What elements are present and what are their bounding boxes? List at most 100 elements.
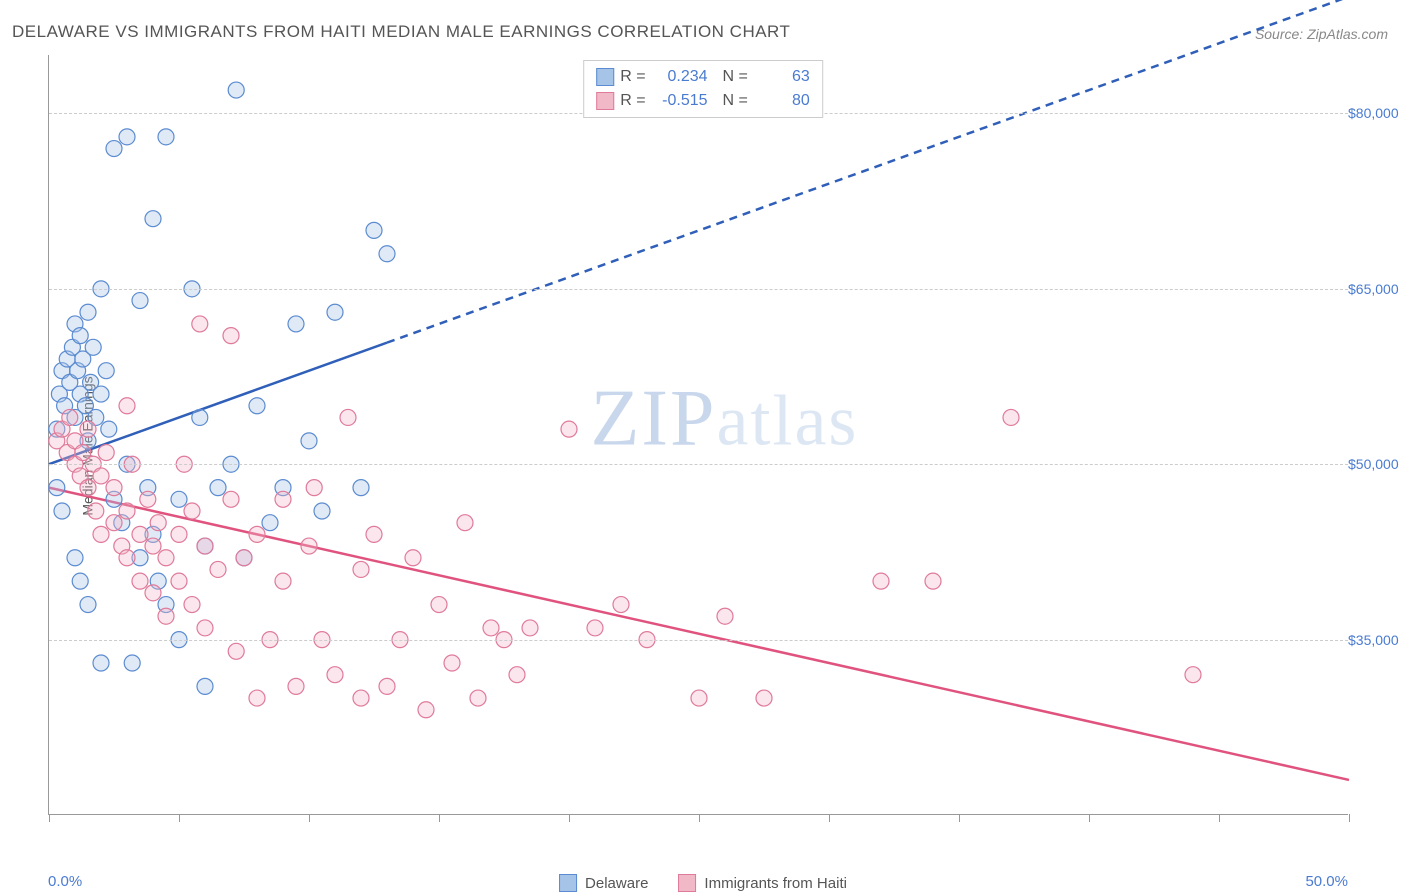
data-point	[93, 386, 109, 402]
data-point	[353, 690, 369, 706]
data-point	[132, 526, 148, 542]
data-point	[340, 409, 356, 425]
x-tick	[829, 814, 830, 822]
data-point	[249, 398, 265, 414]
data-point	[210, 480, 226, 496]
x-tick	[1219, 814, 1220, 822]
data-point	[72, 328, 88, 344]
stats-legend-box: R = 0.234 N = 63 R = -0.515 N = 80	[583, 60, 823, 118]
data-point	[925, 573, 941, 589]
data-point	[275, 491, 291, 507]
x-tick	[179, 814, 180, 822]
data-point	[522, 620, 538, 636]
x-axis-max-label: 50.0%	[1305, 873, 1348, 890]
data-point	[249, 690, 265, 706]
gridline	[49, 464, 1348, 465]
data-point	[150, 515, 166, 531]
x-tick	[309, 814, 310, 822]
data-point	[1003, 409, 1019, 425]
data-point	[1185, 667, 1201, 683]
n-value-0: 63	[754, 68, 810, 86]
data-point	[405, 550, 421, 566]
legend-bottom: Delaware Immigrants from Haiti	[559, 874, 847, 892]
n-value-1: 80	[754, 92, 810, 110]
data-point	[262, 515, 278, 531]
data-point	[327, 304, 343, 320]
data-point	[444, 655, 460, 671]
data-point	[93, 526, 109, 542]
data-point	[72, 573, 88, 589]
data-point	[88, 503, 104, 519]
data-point	[275, 573, 291, 589]
data-point	[197, 678, 213, 694]
x-tick	[699, 814, 700, 822]
stats-row-haiti: R = -0.515 N = 80	[596, 89, 810, 113]
data-point	[145, 585, 161, 601]
data-point	[418, 702, 434, 718]
data-point	[98, 445, 114, 461]
r-value-1: -0.515	[652, 92, 708, 110]
data-point	[132, 293, 148, 309]
legend-item-delaware: Delaware	[559, 874, 648, 892]
data-point	[379, 678, 395, 694]
data-point	[873, 573, 889, 589]
data-point	[106, 480, 122, 496]
data-point	[509, 667, 525, 683]
source-label: Source: ZipAtlas.com	[1255, 26, 1388, 42]
data-point	[197, 538, 213, 554]
data-point	[236, 550, 252, 566]
x-tick	[1349, 814, 1350, 822]
data-point	[379, 246, 395, 262]
swatch-icon	[596, 68, 614, 86]
y-tick-label: $35,000	[1348, 632, 1406, 648]
data-point	[140, 491, 156, 507]
data-point	[158, 129, 174, 145]
data-point	[587, 620, 603, 636]
data-point	[132, 573, 148, 589]
data-point	[80, 421, 96, 437]
swatch-icon	[559, 874, 577, 892]
data-point	[124, 655, 140, 671]
data-point	[80, 304, 96, 320]
swatch-icon	[596, 92, 614, 110]
x-tick	[959, 814, 960, 822]
swatch-icon	[678, 874, 696, 892]
data-point	[327, 667, 343, 683]
x-tick	[569, 814, 570, 822]
y-tick-label: $80,000	[1348, 105, 1406, 121]
data-point	[314, 503, 330, 519]
data-point	[119, 550, 135, 566]
legend-label: Delaware	[585, 875, 648, 892]
data-point	[119, 398, 135, 414]
x-tick	[1089, 814, 1090, 822]
chart-title: DELAWARE VS IMMIGRANTS FROM HAITI MEDIAN…	[12, 22, 790, 42]
data-point	[171, 573, 187, 589]
data-point	[228, 643, 244, 659]
data-point	[223, 491, 239, 507]
data-point	[366, 222, 382, 238]
data-point	[93, 655, 109, 671]
data-point	[98, 363, 114, 379]
data-point	[145, 538, 161, 554]
scatter-svg	[49, 55, 1348, 814]
data-point	[158, 550, 174, 566]
stats-row-delaware: R = 0.234 N = 63	[596, 65, 810, 89]
data-point	[49, 480, 65, 496]
data-point	[119, 503, 135, 519]
data-point	[470, 690, 486, 706]
data-point	[457, 515, 473, 531]
data-point	[184, 503, 200, 519]
data-point	[756, 690, 772, 706]
data-point	[483, 620, 499, 636]
gridline	[49, 289, 1348, 290]
legend-item-haiti: Immigrants from Haiti	[678, 874, 847, 892]
data-point	[301, 538, 317, 554]
data-point	[353, 561, 369, 577]
data-point	[101, 421, 117, 437]
x-tick	[439, 814, 440, 822]
data-point	[192, 409, 208, 425]
data-point	[119, 129, 135, 145]
data-point	[561, 421, 577, 437]
x-axis-min-label: 0.0%	[48, 873, 82, 890]
data-point	[171, 491, 187, 507]
